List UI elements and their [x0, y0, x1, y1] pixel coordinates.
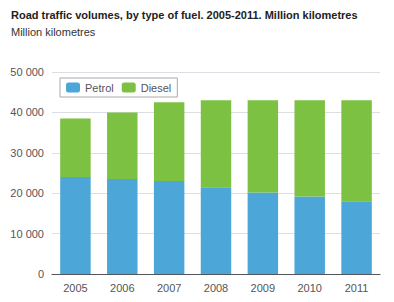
- svg-text:2011: 2011: [345, 282, 369, 294]
- svg-text:Petrol: Petrol: [85, 82, 114, 94]
- svg-text:50 000: 50 000: [10, 66, 44, 78]
- svg-text:2008: 2008: [204, 282, 228, 294]
- svg-text:2005: 2005: [63, 282, 87, 294]
- svg-text:Million kilometres: Million kilometres: [11, 26, 96, 38]
- svg-text:40 000: 40 000: [10, 106, 44, 118]
- svg-text:Diesel: Diesel: [141, 82, 172, 94]
- svg-text:Road traffic volumes, by type: Road traffic volumes, by type of fuel. 2…: [11, 9, 358, 21]
- svg-text:2010: 2010: [297, 282, 321, 294]
- svg-text:2007: 2007: [157, 282, 181, 294]
- svg-text:10 000: 10 000: [10, 228, 44, 240]
- svg-text:0: 0: [38, 268, 44, 280]
- svg-text:2009: 2009: [251, 282, 275, 294]
- svg-text:2006: 2006: [110, 282, 134, 294]
- svg-text:30 000: 30 000: [10, 147, 44, 159]
- svg-text:20 000: 20 000: [10, 187, 44, 199]
